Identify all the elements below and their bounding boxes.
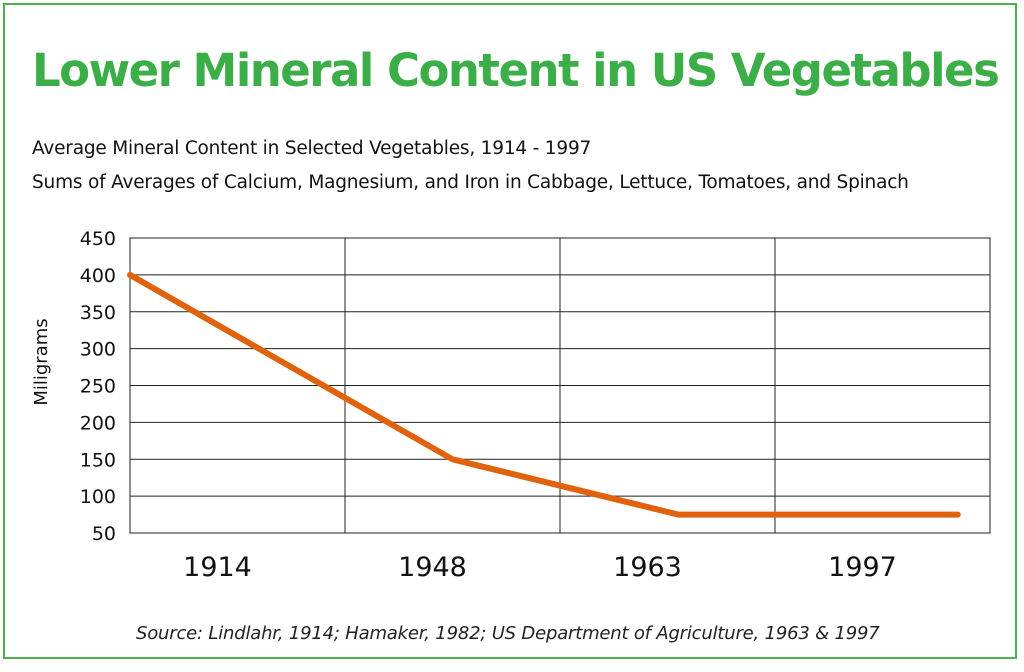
series-line (127, 271, 961, 518)
x-tick-label: 1914 (183, 552, 252, 583)
chart-subtitle-2: Sums of Averages of Calcium, Magnesium, … (32, 172, 909, 193)
source-note: Source: Lindlahr, 1914; Hamaker, 1982; U… (136, 623, 880, 644)
y-axis-label: Miligrams (31, 318, 52, 405)
y-tick-label: 450 (80, 228, 116, 250)
x-tick-label: 1963 (613, 552, 682, 583)
x-tick-label: 1948 (398, 552, 467, 583)
x-tick-label: 1997 (828, 552, 897, 583)
y-tick-label: 400 (80, 265, 116, 287)
chart-subtitle-1: Average Mineral Content in Selected Vege… (32, 138, 592, 159)
y-tick-label: 300 (80, 339, 116, 361)
y-tick-label: 150 (80, 449, 116, 471)
y-tick-labels: 450 400 350 300 250 200 150 100 50 (80, 228, 116, 545)
series-layer (127, 271, 961, 518)
y-tick-label: 100 (80, 486, 116, 508)
y-tick-label: 350 (80, 302, 116, 324)
x-tick-labels: 1914 1948 1963 1997 (183, 552, 897, 583)
chart-frame (3, 3, 1017, 659)
y-tick-label: 50 (92, 523, 116, 545)
y-tick-label: 200 (80, 412, 116, 434)
chart-title: Lower Mineral Content in US Vegetables (32, 44, 1000, 97)
y-tick-label: 250 (80, 376, 116, 398)
grid-lines (129, 237, 991, 534)
